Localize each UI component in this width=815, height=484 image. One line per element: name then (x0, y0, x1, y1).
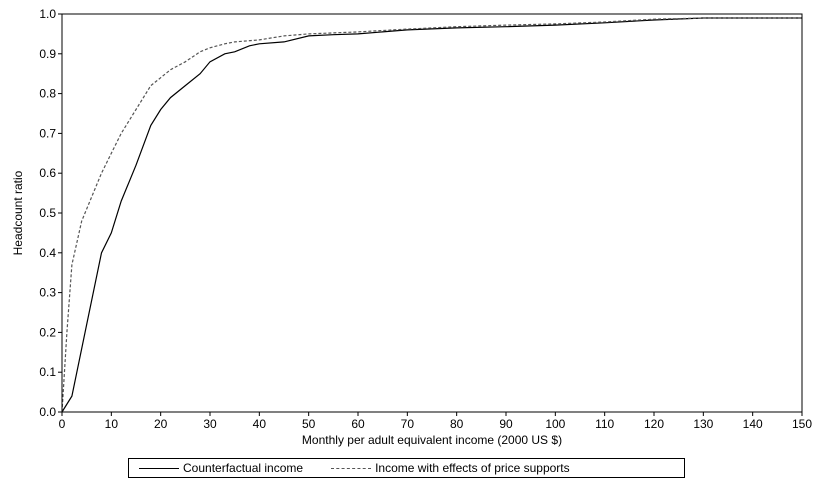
x-tick-label: 150 (792, 417, 812, 431)
x-tick-label: 120 (644, 417, 664, 431)
y-tick-label: 0.7 (39, 126, 56, 140)
x-tick-label: 80 (450, 417, 464, 431)
legend-item-counterfactual: Counterfactual income (129, 461, 303, 475)
x-axis-ticks: 0 10 20 30 40 50 60 70 80 90 100 110 120 130 140 150 (59, 412, 812, 431)
x-tick-label: 130 (693, 417, 713, 431)
legend-swatch-solid (139, 467, 179, 469)
x-tick-label: 60 (351, 417, 365, 431)
y-tick-label: 0.4 (39, 246, 56, 260)
x-tick-label: 50 (302, 417, 316, 431)
x-tick-label: 110 (595, 417, 614, 431)
y-tick-label: 0.3 (39, 286, 56, 300)
x-axis-label: Monthly per adult equivalent income (200… (302, 433, 562, 447)
y-tick-label: 1.0 (39, 7, 56, 21)
legend-swatch-dashed (331, 467, 372, 469)
series-line-counterfactual (61, 17, 802, 413)
x-tick-label: 70 (401, 417, 415, 431)
y-axis-ticks: 0.0 0.1 0.2 0.3 0.4 0.5 0.6 0.7 0.8 0.9 1.0 (39, 7, 62, 419)
y-tick-label: 0.1 (39, 365, 56, 379)
legend: Counterfactual income Income with effect… (128, 458, 685, 478)
series-line-price-supports (61, 17, 802, 413)
y-tick-label: 0.0 (39, 405, 56, 419)
legend-label: Counterfactual income (183, 461, 304, 475)
series-lines (61, 17, 802, 413)
x-tick-label: 40 (253, 417, 267, 431)
legend-item-price-supports: Income with effects of price supports (321, 461, 570, 475)
y-tick-label: 0.2 (39, 325, 56, 339)
y-tick-label: 0.9 (39, 47, 56, 61)
x-tick-label: 20 (154, 417, 168, 431)
legend-label: Income with effects of price supports (375, 461, 570, 475)
y-axis-label: Headcount ratio (11, 170, 25, 255)
y-tick-label: 0.8 (39, 87, 56, 101)
x-tick-label: 30 (203, 417, 217, 431)
plot-frame (61, 13, 803, 413)
x-tick-label: 10 (105, 417, 119, 431)
y-tick-label: 0.6 (39, 166, 56, 180)
x-tick-label: 100 (545, 417, 565, 431)
x-tick-label: 90 (499, 417, 513, 431)
y-tick-label: 0.5 (39, 206, 56, 220)
x-tick-label: 0 (59, 417, 66, 431)
x-tick-label: 140 (743, 417, 763, 431)
